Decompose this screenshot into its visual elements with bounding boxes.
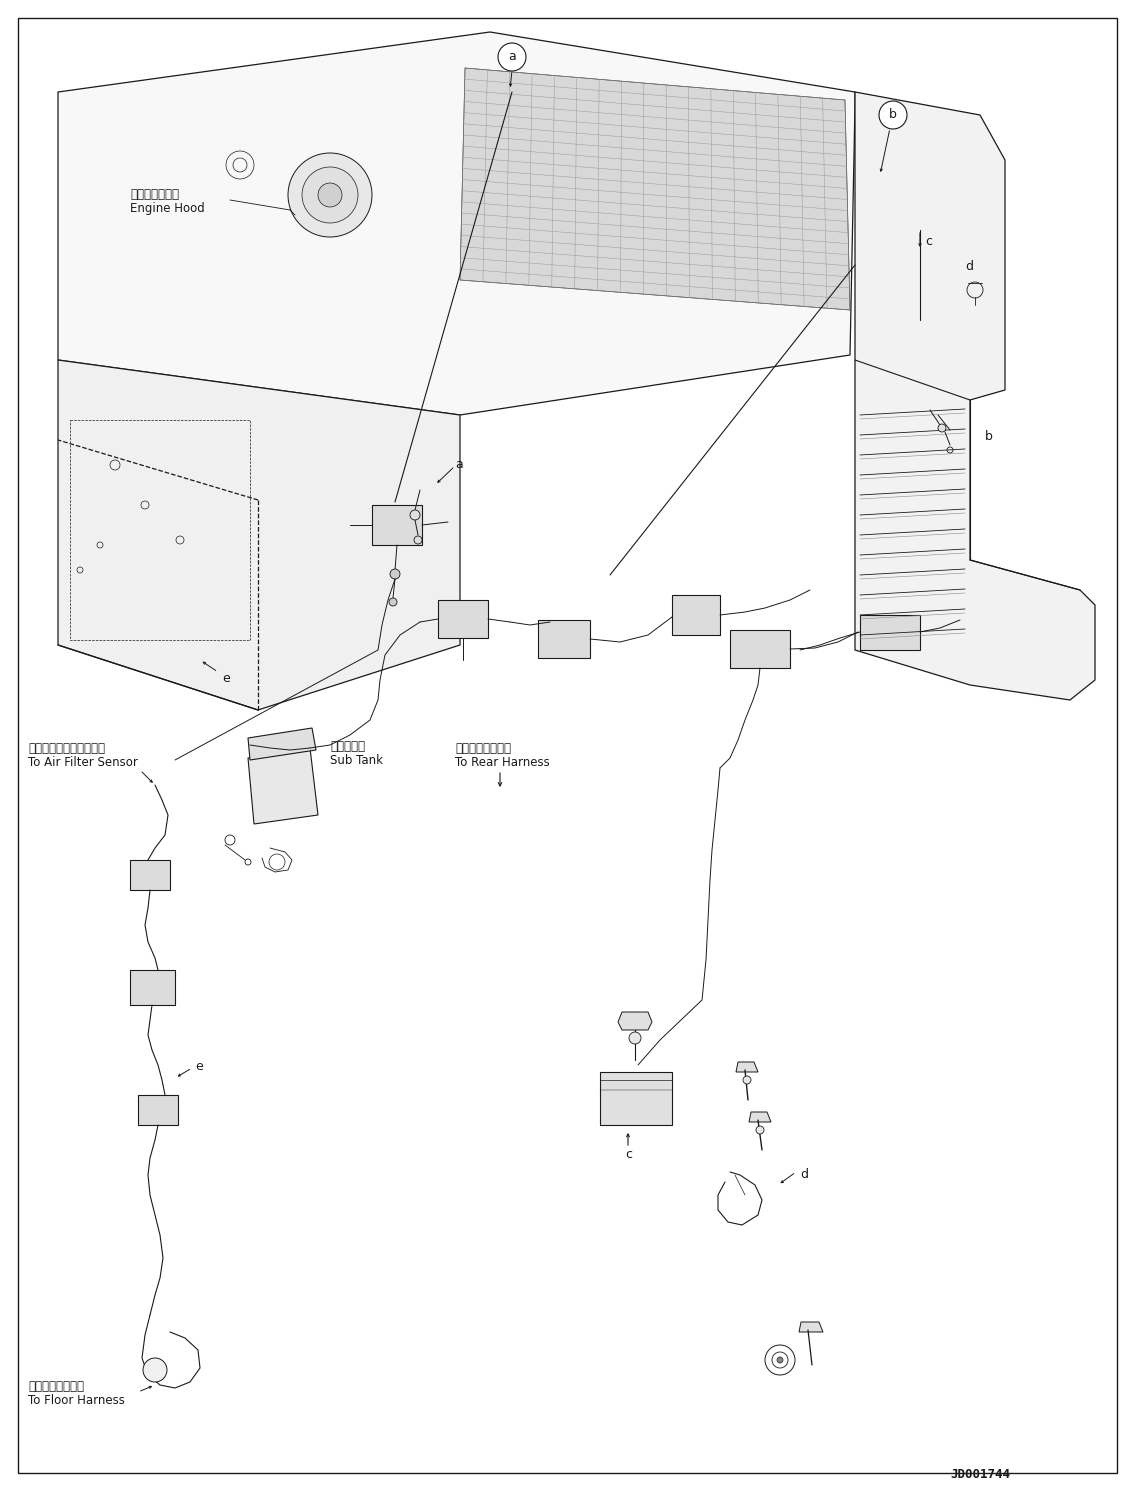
Text: リヤーハーネスへ: リヤーハーネスへ <box>455 743 511 754</box>
Circle shape <box>629 1032 641 1044</box>
Polygon shape <box>138 1094 178 1126</box>
Polygon shape <box>749 1112 771 1123</box>
Text: Engine Hood: Engine Hood <box>131 201 204 215</box>
Polygon shape <box>600 1072 672 1126</box>
Circle shape <box>143 1358 167 1382</box>
Polygon shape <box>131 971 175 1005</box>
Circle shape <box>938 423 945 432</box>
Text: d: d <box>965 259 973 273</box>
Text: フロアハーネスへ: フロアハーネスへ <box>28 1381 84 1393</box>
Polygon shape <box>249 748 318 825</box>
Polygon shape <box>735 1062 758 1072</box>
Circle shape <box>756 1126 764 1135</box>
Text: b: b <box>985 429 993 443</box>
Circle shape <box>318 183 342 207</box>
Polygon shape <box>249 728 316 760</box>
Text: To Floor Harness: To Floor Harness <box>28 1394 125 1408</box>
Circle shape <box>878 101 907 130</box>
Circle shape <box>743 1077 751 1084</box>
Polygon shape <box>372 505 422 546</box>
Text: a: a <box>455 458 463 471</box>
Text: エンジンフード: エンジンフード <box>131 188 179 201</box>
Text: c: c <box>625 1148 632 1161</box>
Text: e: e <box>222 672 229 684</box>
Circle shape <box>498 43 526 72</box>
Circle shape <box>390 570 400 579</box>
Circle shape <box>410 510 420 520</box>
Polygon shape <box>538 620 590 658</box>
Text: d: d <box>800 1167 808 1181</box>
Circle shape <box>288 154 372 237</box>
Text: c: c <box>925 236 932 248</box>
Text: サブタンク: サブタンク <box>330 740 365 753</box>
Text: Sub Tank: Sub Tank <box>330 754 382 766</box>
Circle shape <box>777 1357 783 1363</box>
Text: b: b <box>889 109 897 121</box>
Text: To Air Filter Sensor: To Air Filter Sensor <box>28 756 137 769</box>
Polygon shape <box>438 599 488 638</box>
Text: a: a <box>508 51 516 64</box>
Polygon shape <box>58 359 460 710</box>
Circle shape <box>389 598 397 605</box>
Polygon shape <box>672 595 720 635</box>
Text: JD001744: JD001744 <box>950 1469 1010 1481</box>
Polygon shape <box>131 860 170 890</box>
Polygon shape <box>730 631 790 668</box>
Text: e: e <box>195 1060 203 1074</box>
Polygon shape <box>70 420 250 640</box>
Polygon shape <box>617 1012 651 1030</box>
Text: エアーフィルタセンサへ: エアーフィルタセンサへ <box>28 743 106 754</box>
Polygon shape <box>855 92 1095 699</box>
Polygon shape <box>799 1323 823 1331</box>
Polygon shape <box>58 31 855 414</box>
Polygon shape <box>860 614 920 650</box>
Circle shape <box>302 167 358 224</box>
Polygon shape <box>460 69 850 310</box>
Text: To Rear Harness: To Rear Harness <box>455 756 549 769</box>
